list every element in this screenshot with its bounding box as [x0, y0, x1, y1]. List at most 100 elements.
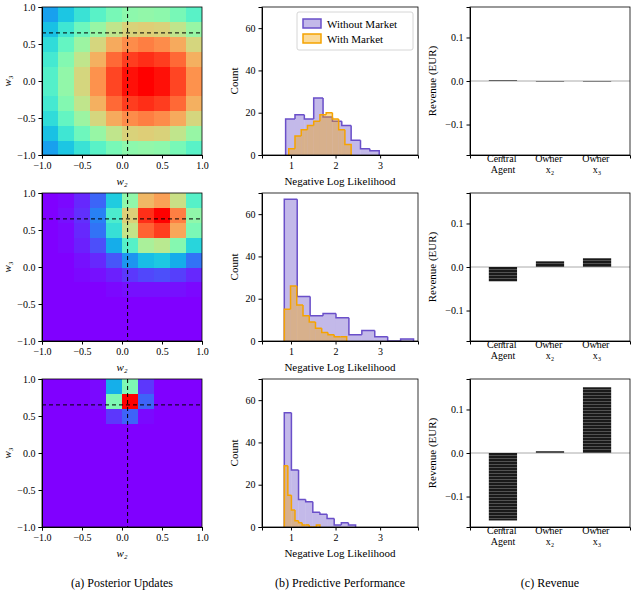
heatmap-cell: [186, 311, 202, 326]
heatmap-cell: [74, 66, 91, 81]
histogram-step: [375, 330, 388, 336]
x-axis: −1.0−0.50.00.51.0: [33, 155, 208, 171]
x-tick-label-line: x₃: [593, 164, 602, 175]
heatmap-cell: [58, 379, 75, 394]
x-tick-label: 1: [289, 346, 294, 357]
y-tick: 0.0: [23, 262, 42, 273]
x-tick-mark: [336, 155, 337, 159]
y-tick-label: 40: [246, 65, 256, 76]
y-tick: 20: [246, 479, 263, 490]
heatmap-cell: [42, 497, 59, 512]
heatmap-cell: [170, 379, 187, 394]
heatmap-cell: [138, 379, 155, 394]
histogram-step: [388, 337, 401, 341]
y-tick: 60: [246, 209, 263, 220]
histogram-bar: [322, 333, 328, 341]
heatmap-cell: [90, 409, 107, 424]
heatmap-cell: [58, 297, 75, 312]
heatmap-cell: [74, 512, 91, 527]
heatmap-cell: [74, 394, 91, 409]
x-tick: 1.0: [196, 527, 209, 543]
y-tick-label: 60: [246, 209, 256, 220]
x-tick: −1.0: [33, 341, 51, 357]
heatmap-cell: [138, 326, 155, 341]
bar: [536, 451, 564, 453]
y-tick-label: 40: [246, 437, 256, 448]
x-tick: 1.0: [196, 155, 209, 171]
heatmap-cell: [90, 379, 107, 394]
heatmap-cell: [186, 37, 202, 52]
y-axis-title: Count: [228, 68, 240, 95]
histogram-bar: [351, 140, 360, 155]
y-tick: 0.5: [23, 225, 42, 236]
heatmap-cell: [74, 22, 91, 37]
heatmap-cell: [122, 193, 139, 208]
histogram-step: [327, 514, 334, 518]
heatmap-cell: [170, 22, 187, 37]
heatmap-cell: [90, 193, 107, 208]
heatmap-cell: [138, 423, 155, 438]
heatmap-cell: [170, 125, 187, 140]
heatmap-cell: [58, 111, 75, 126]
heatmap-cell: [74, 37, 91, 52]
histogram-bar: [328, 335, 334, 341]
x-axis: 123: [263, 527, 419, 543]
panel: Central AgentOwner x₂Owner x₃−0.10.00.1R…: [426, 193, 631, 361]
x-tick: 1.0: [196, 341, 209, 357]
y-tick-label: 20: [246, 479, 256, 490]
heatmap-cell: [42, 252, 59, 267]
x-axis-title: w₂: [116, 547, 127, 559]
y-tick-label: 1.0: [23, 2, 36, 13]
heatmap-cell: [106, 237, 123, 252]
x-tick-label: 1.0: [196, 160, 209, 171]
plot-frame: [262, 7, 418, 155]
heatmap-cell: [122, 282, 139, 297]
y-tick: 0: [251, 522, 263, 533]
x-tick: 3: [378, 341, 383, 357]
y-tick-label: 0.0: [451, 262, 464, 273]
heatmap-cell: [186, 252, 202, 267]
x-tick: −0.5: [73, 341, 91, 357]
heatmap-cell: [170, 111, 187, 126]
histogram-bar: [284, 309, 290, 341]
heatmap-cell: [58, 37, 75, 52]
histogram-series: [284, 466, 320, 527]
heatmap-cell: [106, 267, 123, 282]
heatmap-cell: [42, 423, 59, 438]
histogram-bar: [306, 502, 313, 527]
heatmap-cell: [74, 252, 91, 267]
heatmap-cell: [138, 111, 155, 126]
bars: [489, 258, 611, 281]
x-tick: 1: [289, 155, 294, 171]
y-tick-mark: [467, 267, 471, 268]
x-tick: Owner x₂: [535, 153, 565, 176]
y-tick: −1.0: [17, 336, 42, 347]
heatmap-cell: [42, 37, 59, 52]
histogram-series: [289, 113, 351, 155]
heatmap-cell: [58, 438, 75, 453]
x-axis-line: [43, 156, 203, 159]
heatmap-cell: [90, 394, 107, 409]
caption: (b) Predictive Performance: [275, 576, 405, 590]
histogram-series: [286, 98, 380, 155]
heatmap-cell: [170, 193, 187, 208]
y-tick-mark: [259, 256, 263, 257]
heatmap-cell: [90, 497, 107, 512]
histogram-step: [315, 322, 321, 328]
heatmap-cell: [186, 22, 202, 37]
histogram-step: [284, 199, 297, 341]
heatmap-cell: [170, 208, 187, 223]
heatmap-cell: [90, 252, 107, 267]
y-tick: −1.0: [17, 150, 42, 161]
y-axis-title: w₃: [1, 447, 13, 458]
heatmap-cell: [106, 51, 123, 66]
x-tick-label: 2: [334, 532, 339, 543]
y-tick: 0.0: [23, 76, 42, 87]
x-tick-label-line: Central: [487, 525, 519, 536]
heatmap-cell: [170, 237, 187, 252]
heatmap-cell: [138, 468, 155, 483]
y-tick-mark: [39, 416, 43, 417]
y-tick-mark: [259, 28, 263, 29]
heatmap-cell: [186, 468, 202, 483]
heatmap-cell: [186, 223, 202, 238]
